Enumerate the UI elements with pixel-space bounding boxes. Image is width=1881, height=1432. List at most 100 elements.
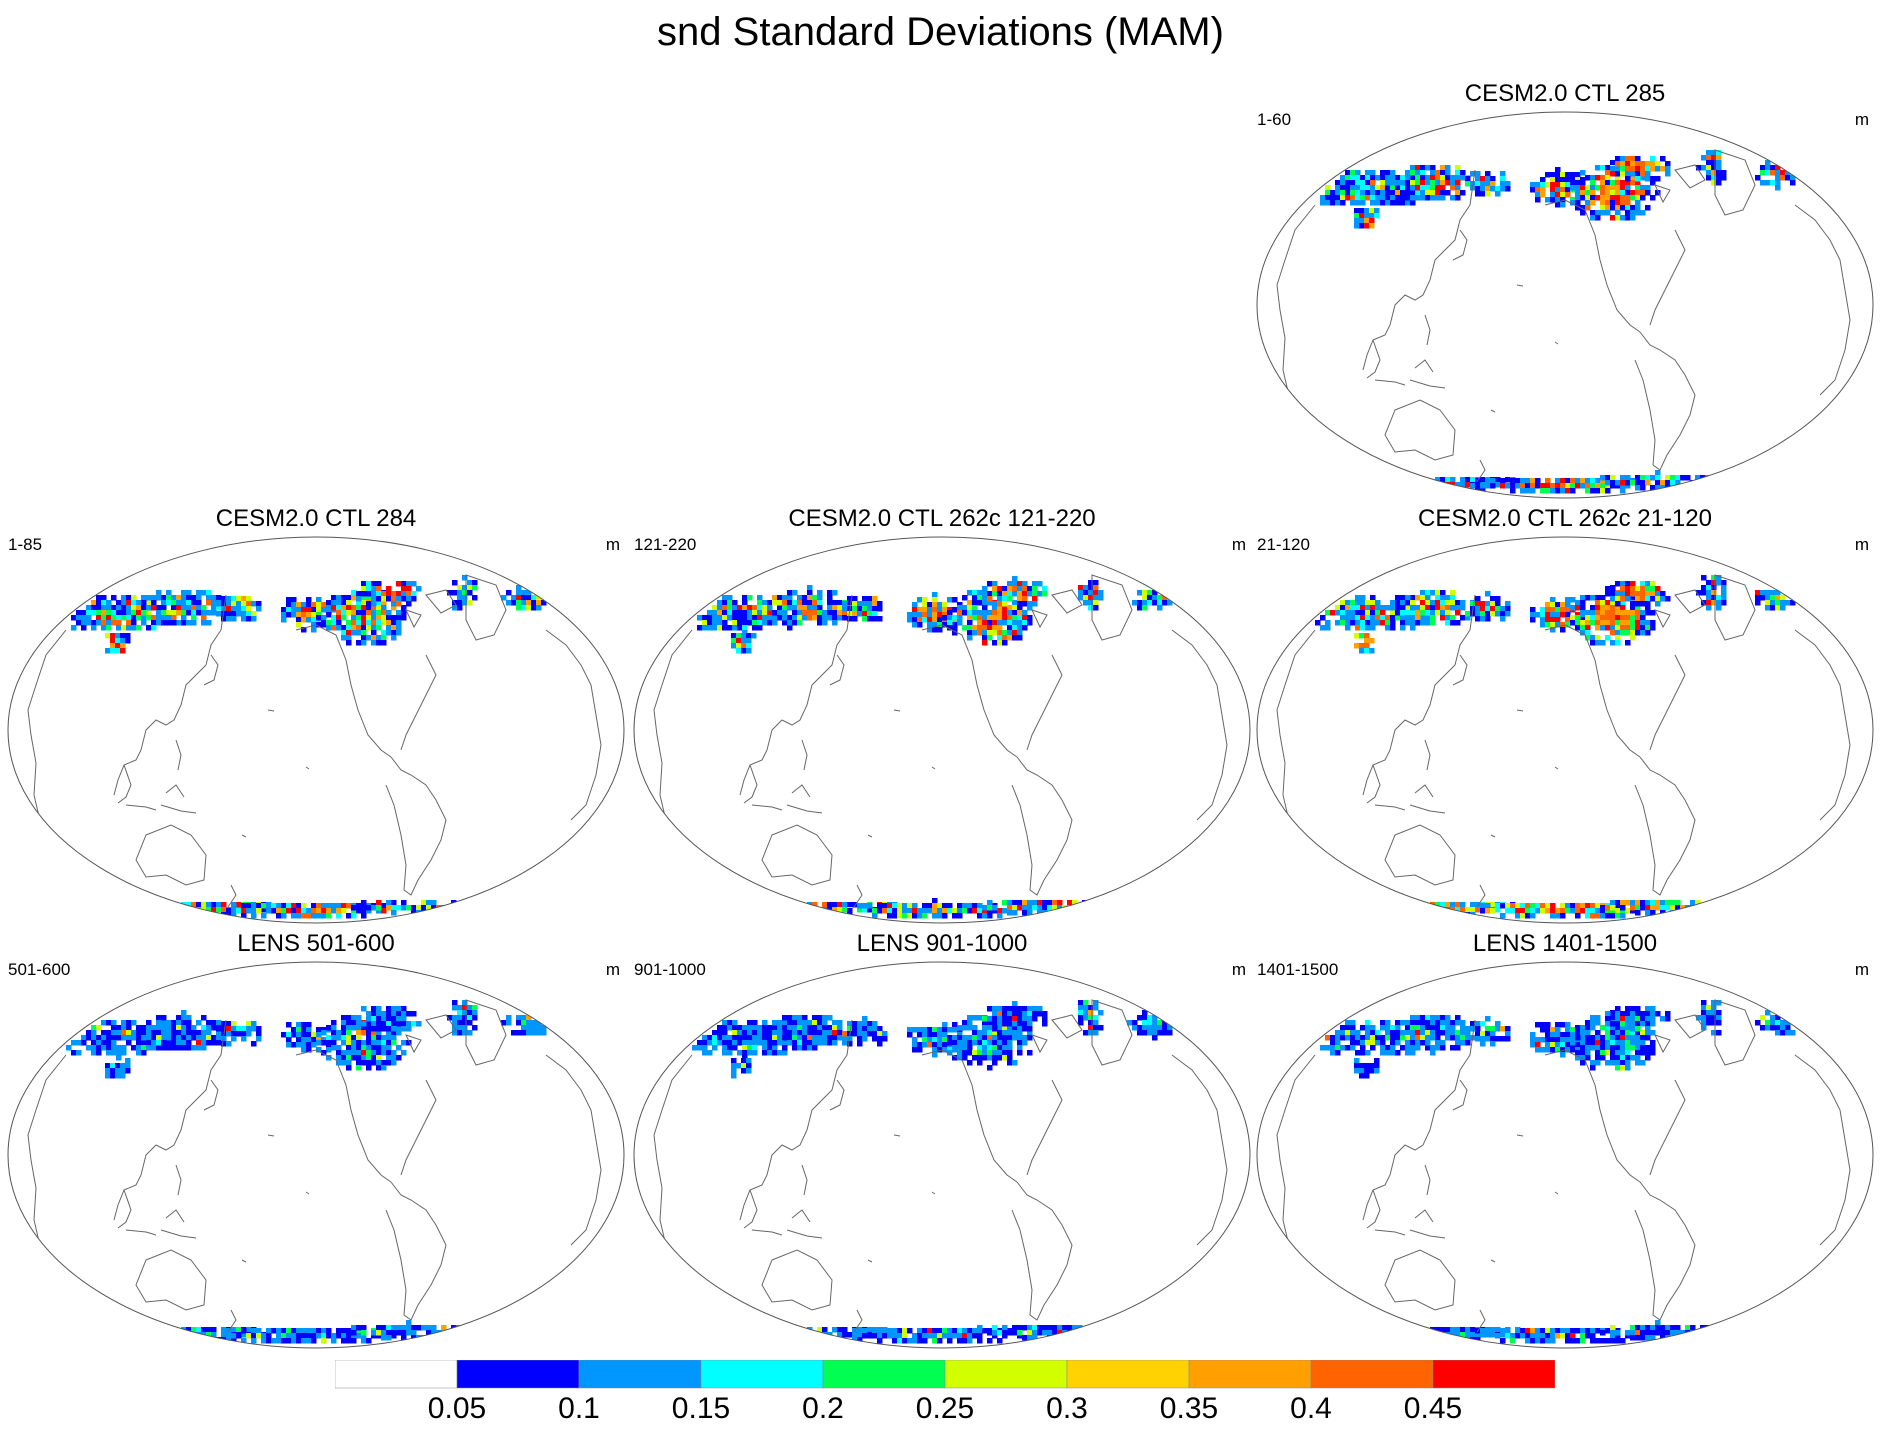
snow-cell — [997, 1050, 1003, 1056]
snow-cell — [1440, 170, 1446, 176]
snow-cell — [992, 625, 998, 631]
snow-cell — [241, 596, 247, 602]
snow-cell — [401, 1040, 407, 1046]
snow-cell — [371, 1006, 377, 1012]
snow-cell — [1425, 175, 1431, 181]
snow-cell — [1620, 1035, 1626, 1041]
snow-cell — [1359, 223, 1365, 229]
snow-cell — [296, 903, 302, 909]
snow-cell — [391, 601, 397, 607]
snow-cell — [1022, 905, 1028, 911]
snow-cell — [827, 590, 833, 596]
snow-cell — [987, 610, 993, 616]
snow-cell — [1017, 1333, 1023, 1339]
snow-cell — [1545, 607, 1551, 613]
snow-cell — [1625, 1011, 1631, 1017]
snow-cell — [1545, 1333, 1551, 1339]
snow-cell — [110, 1073, 116, 1079]
snow-cell — [231, 596, 237, 602]
snow-cell — [1555, 177, 1561, 183]
snow-cell — [1450, 175, 1456, 181]
snow-cell — [356, 630, 362, 636]
snow-cell — [967, 1025, 973, 1031]
snow-cell — [1555, 617, 1561, 623]
snow-cell — [877, 616, 883, 622]
snow-cell — [1615, 615, 1621, 621]
snow-cell — [1032, 1006, 1038, 1012]
snow-cell — [1088, 590, 1094, 596]
snow-cell — [1410, 620, 1416, 626]
snow-cell — [977, 595, 983, 601]
snow-cell — [897, 913, 903, 919]
snow-cell — [1360, 1035, 1366, 1041]
snow-cell — [1450, 477, 1456, 483]
snow-cell — [1540, 612, 1546, 618]
snow-cell — [1555, 612, 1561, 618]
snow-cell — [1650, 1325, 1656, 1331]
snow-cell — [236, 606, 242, 612]
snow-cell — [1088, 1010, 1094, 1016]
snow-cell — [1575, 913, 1581, 919]
snow-cell — [371, 601, 377, 607]
snow-cell — [1655, 1330, 1661, 1336]
snow-cell — [1610, 610, 1616, 616]
snow-cell — [992, 581, 998, 587]
snow-cell — [1420, 610, 1426, 616]
snow-cell — [1716, 575, 1722, 581]
snow-cell — [1017, 635, 1023, 641]
snow-cell — [1450, 1020, 1456, 1026]
snow-cell — [131, 1020, 137, 1026]
snow-cell — [1545, 1328, 1551, 1334]
snow-cell — [1390, 1025, 1396, 1031]
snow-cell — [1007, 630, 1013, 636]
snow-cell — [115, 1063, 121, 1069]
snow-cell — [947, 903, 953, 909]
snow-cell — [1052, 910, 1058, 916]
snow-cell — [116, 605, 122, 611]
snow-cell — [712, 625, 718, 631]
snow-cell — [1580, 617, 1586, 623]
snow-cell — [1590, 1338, 1596, 1344]
snow-cell — [1137, 600, 1143, 606]
snow-cell — [1635, 1030, 1641, 1036]
snow-cell — [987, 900, 993, 906]
snow-cell — [241, 611, 247, 617]
coastline — [1476, 1309, 1486, 1333]
snow-cell — [366, 1065, 372, 1071]
snow-cell — [381, 615, 387, 621]
snow-cell — [361, 1006, 367, 1012]
snow-cell — [1007, 1045, 1013, 1051]
snow-cell — [1410, 1025, 1416, 1031]
snow-cell — [772, 595, 778, 601]
snow-cell — [857, 1041, 863, 1047]
snow-cell — [346, 635, 352, 641]
snow-cell — [737, 1030, 743, 1036]
snow-cell — [461, 900, 467, 906]
coastline — [465, 999, 507, 1066]
snow-cell — [336, 1035, 342, 1041]
snow-cell — [1790, 180, 1796, 186]
snow-cell — [196, 1030, 202, 1036]
snow-cell — [1395, 610, 1401, 616]
snow-cell — [867, 1333, 873, 1339]
snow-cell — [1590, 615, 1596, 621]
snow-cell — [1405, 620, 1411, 626]
snow-cell — [1385, 1050, 1391, 1056]
snow-cell — [732, 1040, 738, 1046]
snow-cell — [837, 1025, 843, 1031]
snow-cell — [1440, 1015, 1446, 1021]
snow-cell — [1002, 1055, 1008, 1061]
snow-cell — [1495, 477, 1501, 483]
snow-cell — [862, 616, 868, 622]
snow-cell — [101, 1040, 107, 1046]
snow-cell — [857, 907, 863, 913]
snow-cell — [1142, 1020, 1148, 1026]
snow-cell — [1600, 190, 1606, 196]
snow-cell — [376, 1030, 382, 1036]
snow-cell — [361, 908, 367, 914]
snow-cell — [1716, 150, 1722, 156]
snow-cell — [1565, 602, 1571, 608]
snow-cell — [747, 1045, 753, 1051]
snow-cell — [452, 1005, 458, 1011]
snow-cell — [111, 1020, 117, 1026]
